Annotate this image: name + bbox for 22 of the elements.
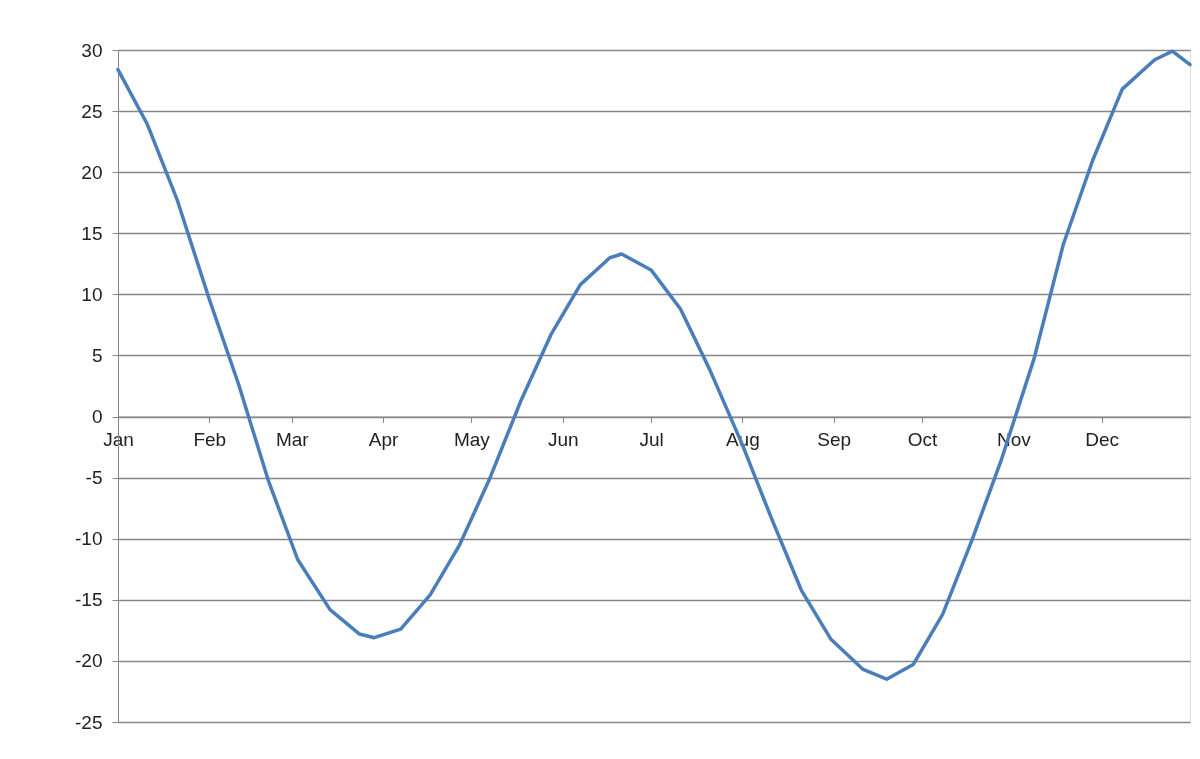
x-tick-label: Dec: [1085, 429, 1120, 451]
x-tick-label: Apr: [368, 429, 400, 451]
x-tick-label: Jan: [103, 429, 134, 451]
x-tick-label: Jun: [547, 429, 579, 451]
y-tick-label: 10: [81, 283, 103, 305]
y-tick-label: 15: [81, 222, 103, 244]
x-tick-label: May: [453, 429, 491, 451]
y-tick-label: -20: [75, 650, 103, 672]
y-tick-label: 0: [91, 406, 103, 428]
y-tick-label: -5: [85, 467, 103, 489]
y-tick-label: 5: [91, 344, 103, 366]
y-tick-label: 20: [81, 161, 103, 183]
y-tick-label: 25: [81, 100, 103, 122]
x-tick-label: Jul: [639, 429, 664, 451]
x-tick-label: Mar: [275, 429, 310, 451]
y-tick-label: -15: [75, 589, 103, 611]
y-tick-label: -10: [75, 528, 103, 550]
y-tick-label: 30: [81, 39, 103, 61]
x-tick-label: Feb: [193, 429, 227, 451]
x-tick-label: Oct: [907, 429, 938, 451]
x-tick-label: Sep: [817, 429, 852, 451]
y-tick-label: -25: [75, 711, 103, 733]
